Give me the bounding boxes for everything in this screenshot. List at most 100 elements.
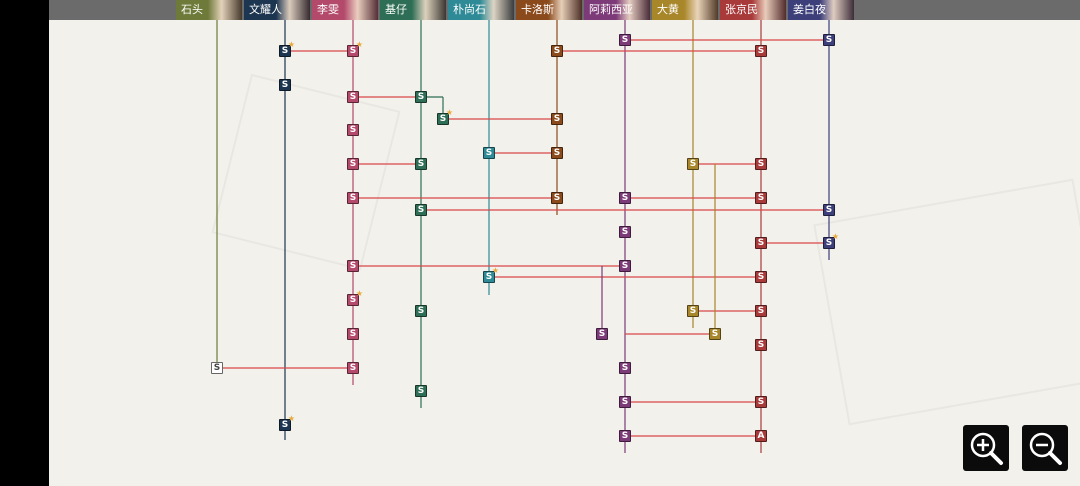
node-label: S: [349, 329, 357, 339]
node-label: S: [349, 92, 357, 102]
star-icon: ★: [355, 40, 363, 49]
node-label: S: [349, 159, 357, 169]
story-node[interactable]: S: [347, 158, 359, 170]
character-tab-c7[interactable]: 阿莉西亚: [584, 0, 650, 20]
story-node[interactable]: S ★: [483, 267, 499, 283]
node-label: S: [621, 227, 629, 237]
story-node[interactable]: S: [415, 204, 427, 216]
story-node[interactable]: A: [755, 430, 767, 442]
node-label: S: [621, 431, 629, 441]
story-node[interactable]: S: [687, 158, 699, 170]
relationship-board[interactable]: S ★ S ★ S S S S S S S S ★ S S S S S S S S S S S S S S S S S ★ S S S ★ S S ★ S S…: [49, 0, 1080, 486]
story-node[interactable]: S: [415, 158, 427, 170]
story-node[interactable]: S: [619, 226, 631, 238]
character-tab-c3[interactable]: 李雯: [312, 0, 378, 20]
story-node[interactable]: S: [347, 192, 359, 204]
character-portrait: [412, 0, 446, 20]
story-node[interactable]: S: [619, 396, 631, 408]
story-node[interactable]: S: [619, 192, 631, 204]
character-portrait: [752, 0, 786, 20]
story-node[interactable]: S: [755, 192, 767, 204]
zoom-in-icon: [970, 432, 1003, 465]
story-node[interactable]: S: [415, 305, 427, 317]
story-node[interactable]: S ★: [437, 109, 453, 125]
story-node[interactable]: S: [755, 271, 767, 283]
story-node[interactable]: S: [415, 91, 427, 103]
story-node[interactable]: S: [755, 305, 767, 317]
story-node[interactable]: S: [596, 328, 608, 340]
story-node[interactable]: S: [709, 328, 721, 340]
story-node[interactable]: S: [755, 237, 767, 249]
node-label: S: [349, 295, 357, 305]
story-node[interactable]: S: [823, 204, 835, 216]
node-label: S: [553, 148, 561, 158]
character-tab-c2[interactable]: 文耀人: [244, 0, 310, 20]
character-name: 文耀人: [249, 3, 282, 16]
node-label: S: [485, 148, 493, 158]
story-node[interactable]: S ★: [347, 41, 363, 57]
node-label: S: [553, 114, 561, 124]
character-tab-c4[interactable]: 基仔: [380, 0, 446, 20]
story-node[interactable]: S: [687, 305, 699, 317]
story-node[interactable]: S: [279, 79, 291, 91]
character-portrait: [820, 0, 854, 20]
node-label: S: [757, 306, 765, 316]
story-node[interactable]: S: [619, 430, 631, 442]
character-portrait: [684, 0, 718, 20]
character-name: 卡洛斯: [521, 3, 554, 16]
story-node[interactable]: S: [551, 147, 563, 159]
story-node[interactable]: S: [755, 339, 767, 351]
character-tab-c9[interactable]: 张京民: [720, 0, 786, 20]
story-node[interactable]: S: [755, 396, 767, 408]
story-node[interactable]: S: [551, 45, 563, 57]
node-label: S: [621, 261, 629, 271]
character-name: 李雯: [317, 3, 339, 16]
character-header-bar: 石头 文耀人 李雯 基仔 朴尚石 卡洛斯 阿莉西亚 大黄 张京民 姜白夜: [49, 0, 1080, 20]
story-node[interactable]: S ★: [279, 415, 295, 431]
node-label: S: [553, 46, 561, 56]
node-label: S: [281, 46, 289, 56]
story-node[interactable]: S: [619, 34, 631, 46]
story-node[interactable]: S ★: [347, 290, 363, 306]
character-tab-c1[interactable]: 石头: [176, 0, 242, 20]
story-node[interactable]: S ★: [279, 41, 295, 57]
story-node[interactable]: S: [347, 362, 359, 374]
story-node[interactable]: S: [755, 45, 767, 57]
node-label: S: [621, 193, 629, 203]
story-node[interactable]: S: [823, 34, 835, 46]
story-node[interactable]: S: [483, 147, 495, 159]
character-portrait: [208, 0, 242, 20]
zoom-in-button[interactable]: [963, 425, 1009, 471]
story-node[interactable]: S: [347, 260, 359, 272]
character-portrait: [548, 0, 582, 20]
character-name: 姜白夜: [793, 3, 826, 16]
node-label: S: [757, 238, 765, 248]
star-icon: ★: [355, 289, 363, 298]
character-tab-c10[interactable]: 姜白夜: [788, 0, 854, 20]
story-node[interactable]: S ★: [823, 233, 839, 249]
story-node[interactable]: S: [347, 328, 359, 340]
story-node[interactable]: S: [551, 113, 563, 125]
node-label: S: [757, 159, 765, 169]
zoom-out-button[interactable]: [1022, 425, 1068, 471]
story-node[interactable]: S: [619, 260, 631, 272]
character-tab-c5[interactable]: 朴尚石: [448, 0, 514, 20]
character-tab-c6[interactable]: 卡洛斯: [516, 0, 582, 20]
left-black-bar: [0, 0, 49, 486]
character-tab-c8[interactable]: 大黄: [652, 0, 718, 20]
node-label: S: [281, 420, 289, 430]
node-label: S: [825, 238, 833, 248]
story-node[interactable]: S: [347, 124, 359, 136]
node-label: S: [213, 363, 221, 373]
story-node[interactable]: S: [619, 362, 631, 374]
character-name: 基仔: [385, 3, 407, 16]
story-node[interactable]: S: [755, 158, 767, 170]
character-name: 朴尚石: [453, 3, 486, 16]
node-label: S: [598, 329, 606, 339]
story-node[interactable]: S: [347, 91, 359, 103]
story-node[interactable]: S: [211, 362, 223, 374]
story-node[interactable]: S: [415, 385, 427, 397]
node-label: S: [757, 193, 765, 203]
story-node[interactable]: S: [551, 192, 563, 204]
character-name: 石头: [181, 3, 203, 16]
